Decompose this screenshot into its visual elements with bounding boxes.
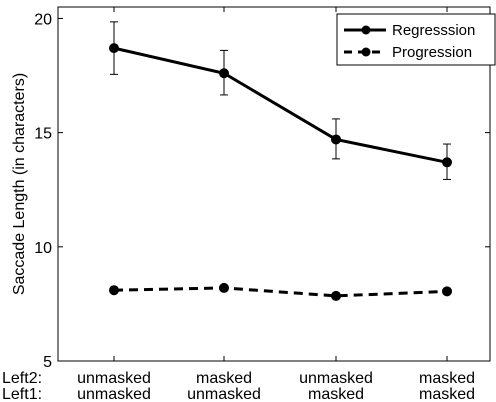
category-label-left1: masked [308,386,364,402]
series-line [113,46,448,164]
data-point [109,43,119,54]
category-label-left2: unmasked [77,370,151,387]
plot-frame [57,6,491,362]
y-tick-label: 15 [34,126,52,143]
y-tick-label: 10 [34,240,52,257]
series-progression [109,282,452,301]
category-label-left2: masked [419,370,475,387]
legend-marker [361,47,371,57]
data-point [219,68,229,79]
y-tick-label: 5 [43,354,52,371]
row-label: Left1: [2,386,42,402]
series-line [113,286,448,298]
series-layer [109,21,452,301]
y-tick-label: 20 [34,11,52,28]
category-label-left1: unmasked [187,386,261,402]
data-point [109,285,119,296]
x-axis-ticks [113,7,448,361]
row-labels: Left2:Left1: [2,370,42,402]
legend-label: Regresssion [392,22,475,39]
legend-label: Progression [392,44,472,61]
category-label-left1: masked [419,386,475,402]
category-label-left2: masked [196,370,252,387]
legend-box [336,13,496,66]
category-label-left1: unmasked [77,386,151,402]
row-label: Left2: [2,370,42,387]
y-axis-label: Saccade Length (in characters) [11,73,28,295]
series-regresssion [109,21,452,180]
data-point [442,157,452,168]
data-point [331,134,341,145]
category-label-left2: unmasked [299,370,373,387]
legend-marker [361,25,371,35]
data-point [442,286,452,297]
category-labels: unmaskedunmaskedmaskedunmaskedunmaskedma… [77,370,475,402]
legend: Regresssion Progression [336,13,496,66]
data-point [219,282,229,293]
data-point [331,290,341,301]
